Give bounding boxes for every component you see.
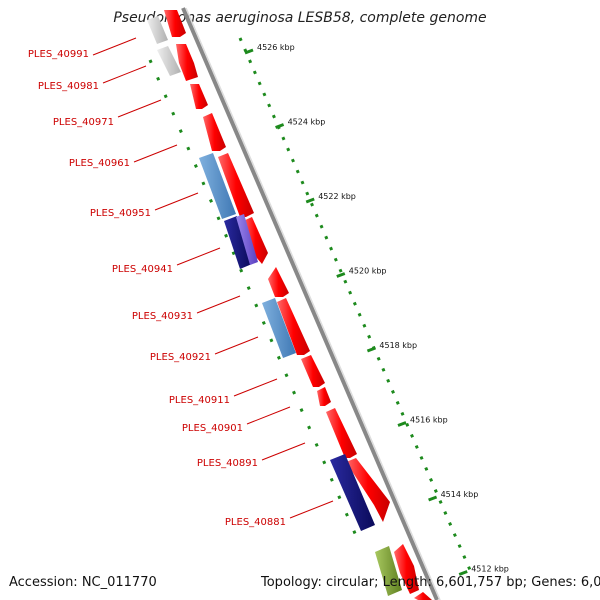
gene-arrow[interactable]	[243, 217, 268, 264]
reverse-genes	[147, 16, 402, 596]
genome-backbone	[181, 7, 439, 600]
gene-arrow[interactable]	[326, 408, 357, 458]
inner-track	[148, 59, 362, 546]
gene-labels: PLES_40991 PLES_40981 PLES_40971 PLES_40…	[28, 49, 286, 528]
scale-labels: 4526 kbp 4524 kbp 4522 kbp 4520 kbp 4518 kbp…	[257, 43, 509, 574]
gene-arrow[interactable]	[317, 387, 331, 406]
gene-callout-lines	[92, 37, 334, 519]
gene-box[interactable]	[262, 298, 296, 358]
gene-label[interactable]: PLES_40981	[38, 81, 99, 92]
scale-tick	[244, 48, 254, 55]
gene-arrow[interactable]	[176, 44, 198, 81]
scale-label: 4526 kbp	[257, 43, 295, 52]
gene-box[interactable]	[236, 214, 258, 265]
gene-arrow[interactable]	[301, 355, 325, 387]
gene-arrow[interactable]	[164, 10, 186, 37]
gene-arrow[interactable]	[218, 153, 254, 217]
scale-label: 4514 kbp	[441, 490, 479, 499]
gene-box[interactable]	[330, 454, 375, 531]
scale-label: 4512 kbp	[471, 565, 509, 574]
accession-text: Accession: NC_011770	[9, 575, 157, 590]
gene-label[interactable]: PLES_40991	[28, 49, 89, 60]
gene-arrow[interactable]	[414, 592, 432, 600]
gene-arrow[interactable]	[203, 113, 226, 151]
scale-tick	[428, 495, 438, 502]
gene-arrow[interactable]	[268, 267, 289, 297]
gene-box[interactable]	[224, 216, 252, 269]
gene-box[interactable]	[157, 46, 181, 76]
scale-label: 4524 kbp	[288, 118, 326, 127]
scale-label: 4520 kbp	[349, 267, 387, 276]
scale-label: 4518 kbp	[379, 341, 417, 350]
gene-label[interactable]: PLES_40891	[197, 458, 258, 469]
scale-tick	[305, 197, 315, 204]
gene-box[interactable]	[147, 16, 168, 44]
gene-label[interactable]: PLES_40941	[112, 264, 173, 275]
scale-tick	[275, 123, 285, 129]
scale-ticks	[244, 48, 468, 576]
scale-label: 4516 kbp	[410, 416, 448, 425]
gene-label[interactable]: PLES_40951	[90, 208, 151, 219]
gene-label[interactable]: PLES_40961	[69, 158, 130, 169]
gene-label[interactable]: PLES_40911	[169, 395, 230, 406]
scale-tick	[366, 346, 376, 353]
gene-box[interactable]	[199, 153, 236, 219]
gene-arrow[interactable]	[277, 298, 310, 355]
map-title: Pseudomonas aeruginosa LESB58, complete …	[113, 10, 487, 26]
gene-arrow[interactable]	[190, 84, 208, 109]
scale-tick	[336, 272, 346, 278]
scale-tick	[458, 570, 468, 576]
genome-backbone-highlight	[185, 7, 441, 600]
scale-tick	[397, 421, 407, 427]
gene-label[interactable]: PLES_40931	[132, 311, 193, 322]
gene-label[interactable]: PLES_40901	[182, 423, 243, 434]
gene-label[interactable]: PLES_40921	[150, 352, 211, 363]
gene-arrow[interactable]	[394, 544, 419, 594]
gene-label[interactable]: PLES_40881	[225, 517, 286, 528]
topology-text: Topology: circular; Length: 6,601,757 bp…	[261, 575, 600, 590]
forward-genes	[164, 10, 432, 600]
gene-label[interactable]: PLES_40971	[53, 117, 114, 128]
scale-label: 4522 kbp	[318, 192, 356, 201]
gene-arrow[interactable]	[346, 458, 390, 522]
gene-box[interactable]	[375, 546, 402, 596]
